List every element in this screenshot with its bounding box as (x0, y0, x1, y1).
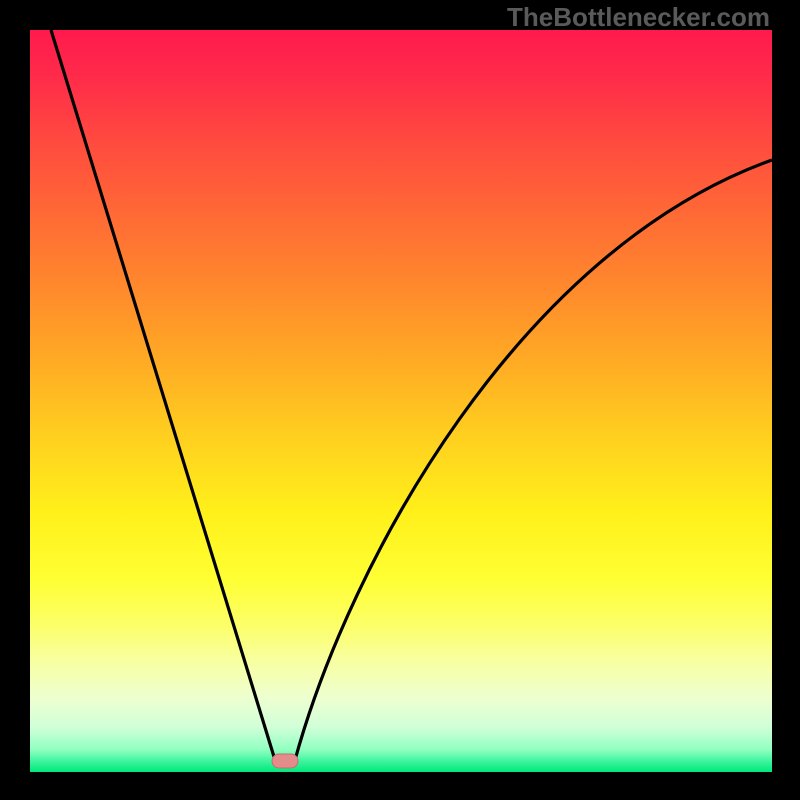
minimum-marker (272, 754, 298, 768)
marker-layer (30, 30, 772, 772)
plot-area (30, 30, 772, 772)
chart-frame: TheBottlenecker.com (0, 0, 800, 800)
watermark-text: TheBottlenecker.com (507, 2, 770, 33)
